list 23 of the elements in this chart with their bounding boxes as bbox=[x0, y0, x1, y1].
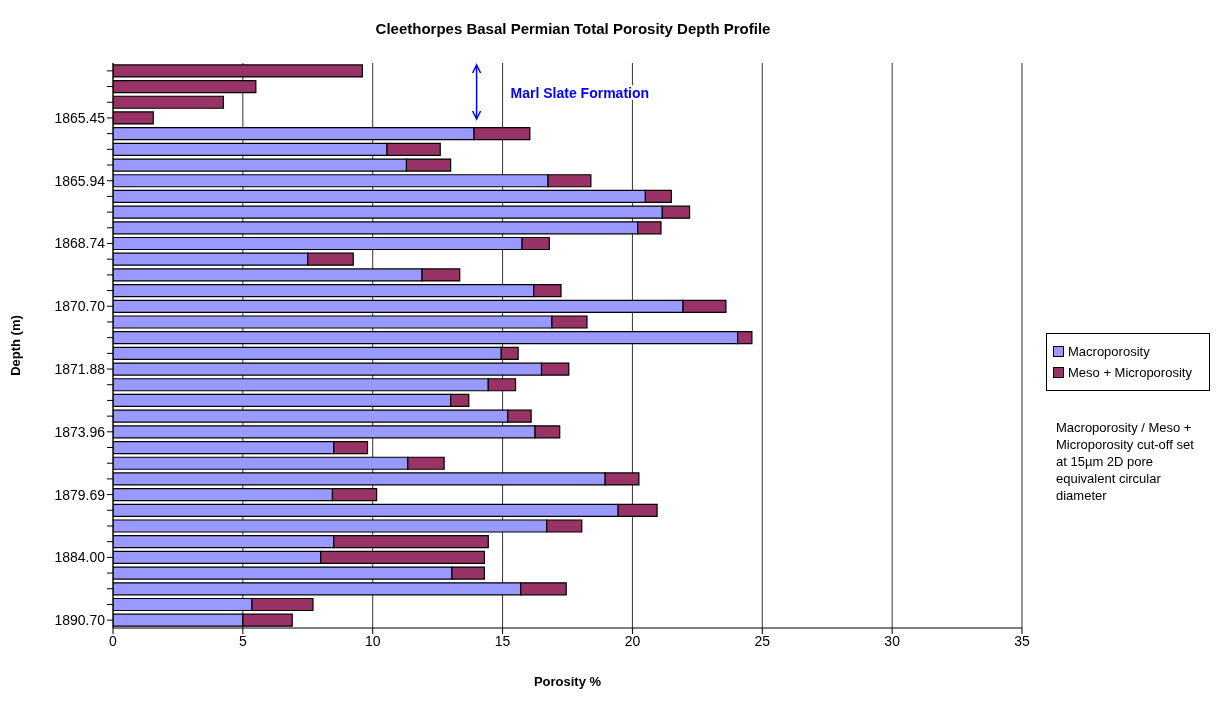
text: Macroporosity / Meso + Microporosity cut-off set at 15µm 2D pore equivalent circular diameter bbox=[1056, 419, 1195, 504]
y-tick-label: 1870.70 bbox=[54, 298, 106, 315]
y-axis-title: Depth (m) bbox=[7, 315, 23, 376]
x-tick-label: 10 bbox=[364, 632, 381, 649]
chart-title: Cleethorpes Basal Permian Total Porosity Depth Profile bbox=[374, 20, 772, 37]
y-tick-label: 1879.69 bbox=[54, 486, 106, 503]
y-tick-label: 1868.74 bbox=[54, 235, 106, 252]
y-tick-label: 1873.96 bbox=[54, 423, 106, 440]
x-tick-label: 5 bbox=[238, 632, 247, 649]
x-tick-label: 25 bbox=[754, 632, 771, 649]
legend-label: Meso + Microporosity bbox=[1067, 365, 1193, 380]
x-tick-label: 30 bbox=[884, 632, 901, 649]
y-tick-label: 1871.88 bbox=[54, 361, 106, 378]
y-tick-label: 1884.00 bbox=[54, 549, 106, 566]
y-tick-label: 1890.70 bbox=[54, 612, 106, 629]
x-tick-label: 35 bbox=[1014, 632, 1030, 649]
y-tick-label: 1865.45 bbox=[54, 109, 106, 126]
x-tick-label: 20 bbox=[624, 632, 641, 649]
x-axis-title: Porosity % bbox=[533, 674, 602, 689]
x-tick-label: 0 bbox=[109, 632, 118, 649]
x-tick-label: 15 bbox=[494, 632, 511, 649]
y-tick-label: 1865.94 bbox=[54, 172, 106, 189]
legend-label: Macroporosity bbox=[1067, 344, 1151, 359]
